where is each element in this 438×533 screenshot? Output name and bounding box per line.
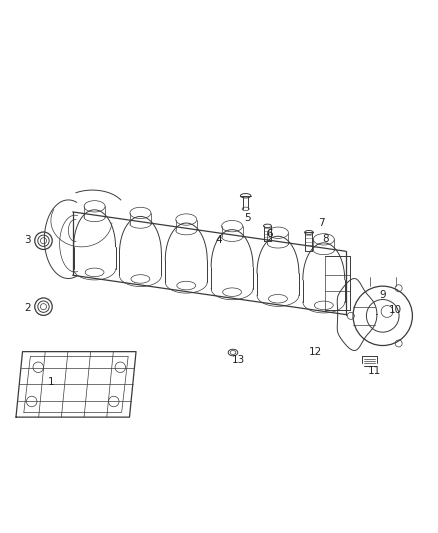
Text: 2: 2 [25, 303, 31, 313]
Text: 5: 5 [244, 214, 251, 223]
Text: 9: 9 [379, 290, 386, 300]
Text: 3: 3 [25, 235, 31, 245]
Text: 4: 4 [215, 235, 223, 245]
Text: 13: 13 [232, 356, 245, 365]
Text: 10: 10 [389, 305, 403, 315]
Text: 6: 6 [266, 229, 272, 239]
Text: 7: 7 [318, 218, 325, 228]
Text: 8: 8 [323, 235, 329, 245]
Text: 1: 1 [48, 377, 54, 387]
Text: 12: 12 [308, 346, 321, 357]
Text: 11: 11 [367, 366, 381, 376]
